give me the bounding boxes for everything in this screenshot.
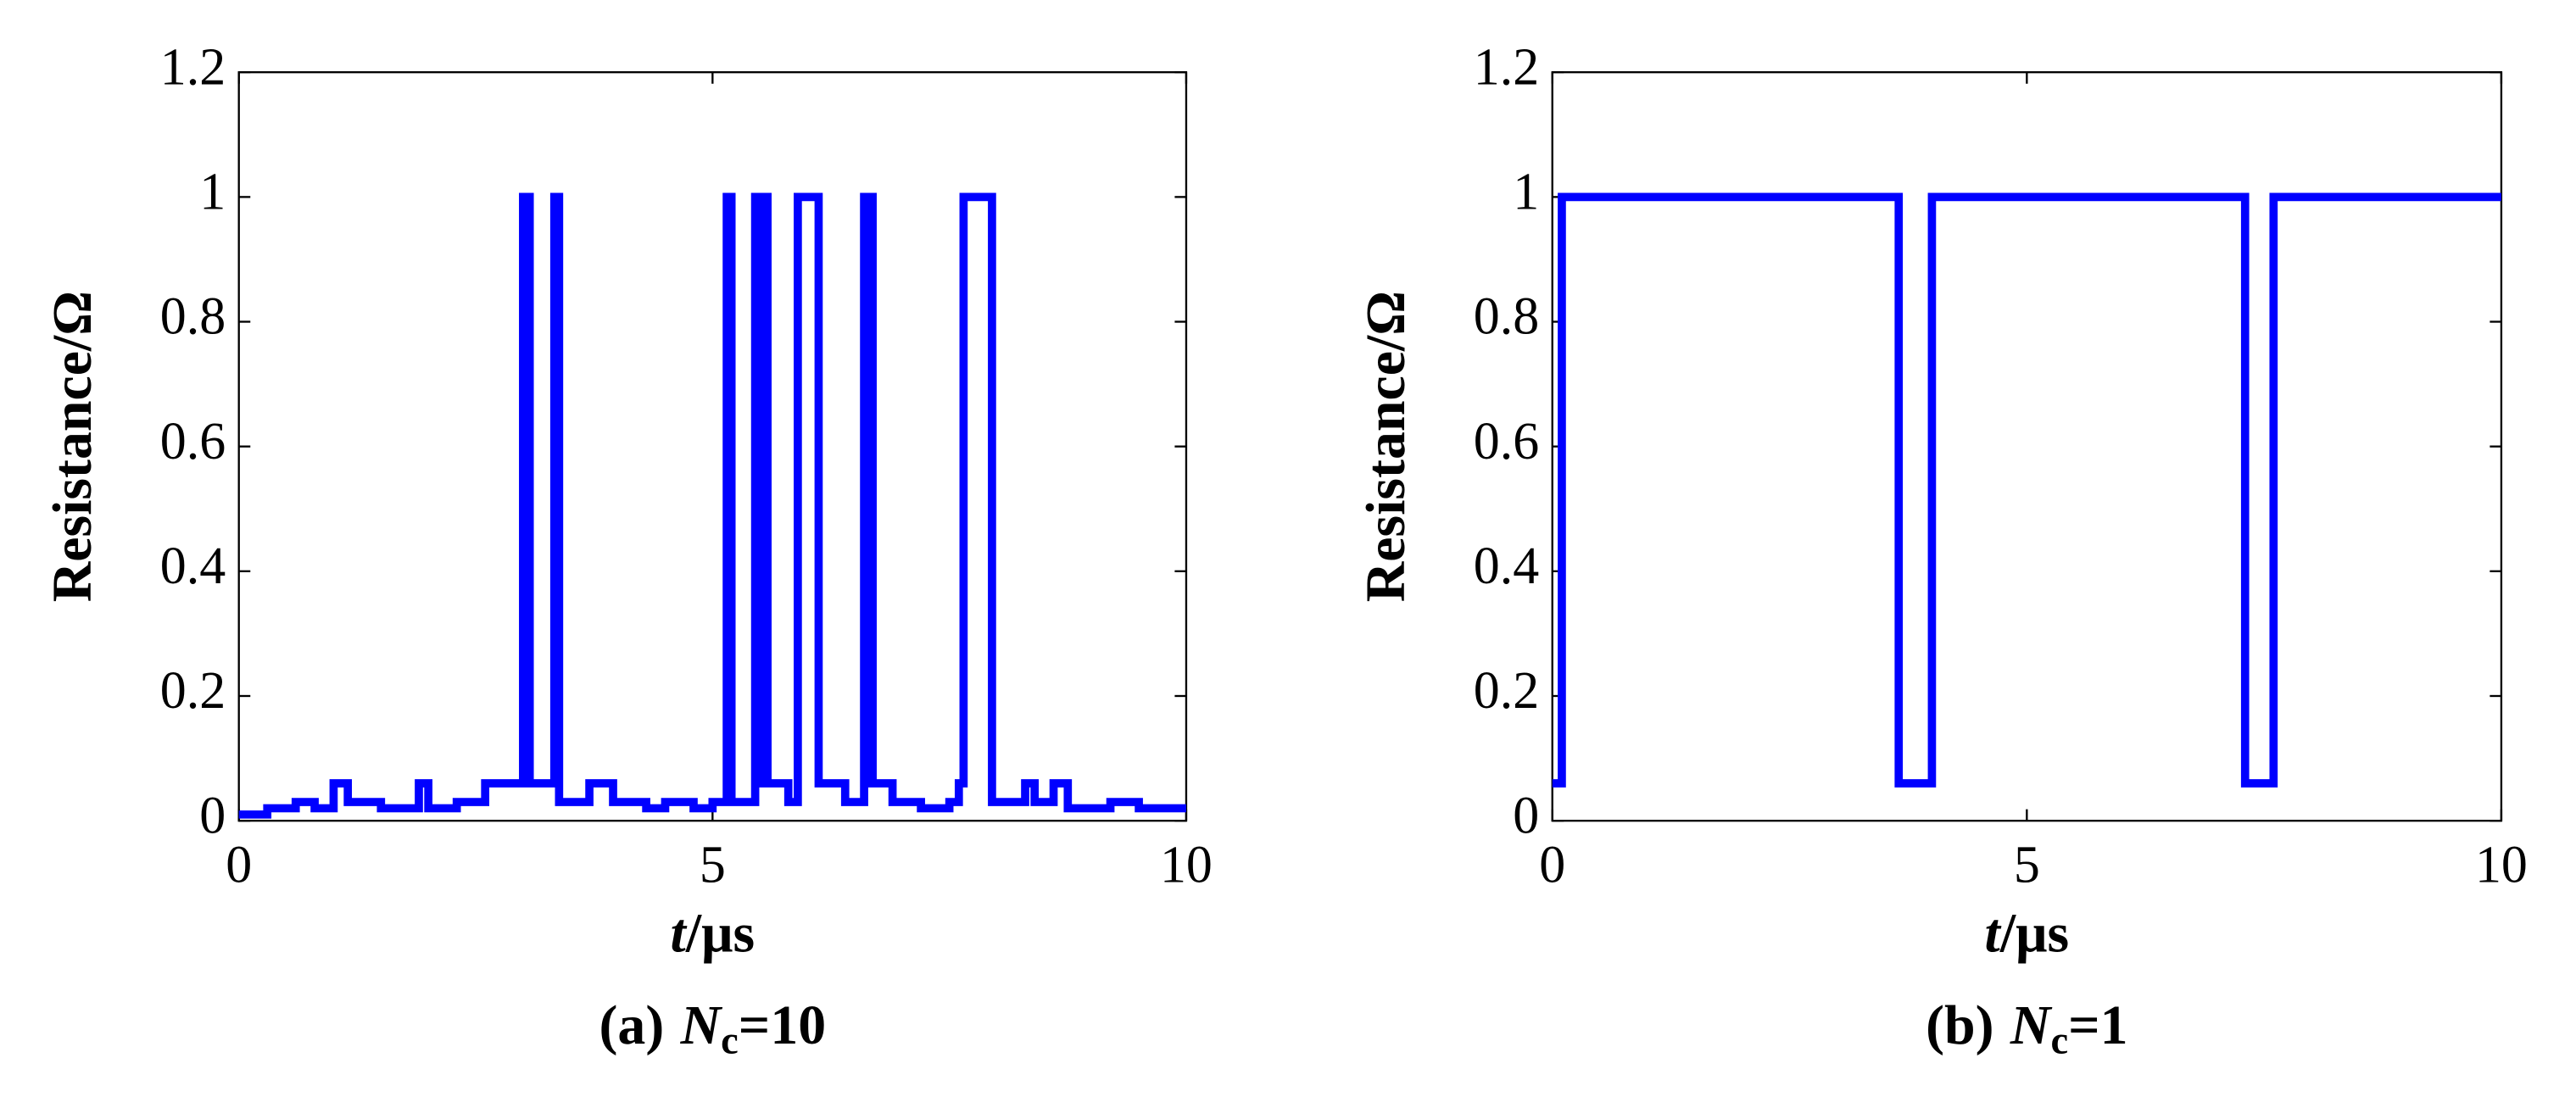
panel-caption: (b) Nc=1 (1926, 994, 2127, 1062)
caption-suffix: =10 (739, 994, 826, 1056)
data-line (1552, 192, 2501, 788)
y-axis-label: Resistance/Ω (42, 291, 103, 602)
caption-prefix: (a) (599, 994, 664, 1056)
x-tick-label: 10 (2475, 836, 2528, 894)
y-tick-label: 0.8 (1474, 288, 1539, 346)
x-axis-unit: /μs (685, 903, 755, 965)
plot-frame (1551, 71, 2503, 822)
x-axis-symbol: t (1985, 903, 2002, 965)
y-axis-label: Resistance/Ω (1355, 291, 1417, 602)
y-tick-label: 0.8 (160, 288, 226, 346)
panel-caption: (a) Nc=10 (599, 994, 826, 1062)
x-axis-label: t/μs (1985, 903, 2070, 965)
y-tick-label: 1 (199, 164, 226, 221)
y-tick-label: 0.2 (1474, 662, 1539, 720)
x-axis-label: t/μs (671, 903, 756, 965)
x-tick-label: 0 (1539, 836, 1565, 894)
data-line (238, 192, 1186, 819)
y-tick-label: 1 (1513, 164, 1539, 221)
y-tick-label: 0.6 (160, 413, 226, 470)
caption-symbol: N (680, 994, 723, 1056)
x-axis-unit: /μs (1999, 903, 2069, 965)
x-tick-label: 5 (2014, 836, 2040, 894)
y-tick-label: 0.4 (160, 537, 226, 595)
y-tick-label: 0 (199, 787, 226, 844)
x-tick-label: 0 (226, 836, 252, 894)
y-tick-label: 0.2 (160, 662, 226, 720)
y-tick-label: 0.4 (1474, 537, 1539, 595)
y-tick-label: 1.2 (1474, 38, 1539, 96)
caption-symbol: N (2010, 994, 2053, 1056)
plot-frame (237, 71, 1188, 822)
x-tick-label: 5 (700, 836, 726, 894)
y-tick-label: 1.2 (160, 38, 226, 96)
caption-subscript: c (2050, 1019, 2068, 1062)
x-axis-symbol: t (671, 903, 688, 965)
caption-suffix: =1 (2068, 994, 2127, 1056)
y-tick-label: 0.6 (1474, 413, 1539, 470)
caption-prefix: (b) (1926, 994, 1993, 1056)
caption-subscript: c (721, 1019, 739, 1062)
x-tick-label: 10 (1160, 836, 1213, 894)
y-tick-label: 0 (1513, 787, 1539, 844)
